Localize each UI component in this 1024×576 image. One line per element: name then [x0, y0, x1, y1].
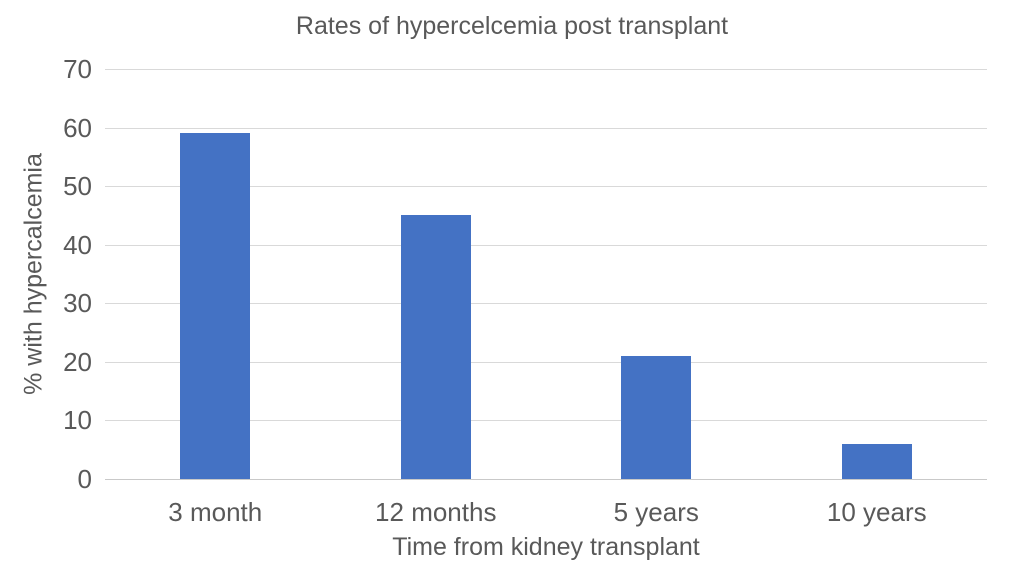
y-tick-label-40: 40: [63, 229, 92, 260]
gridline-y-50: [105, 186, 987, 188]
y-tick-label-70: 70: [63, 54, 92, 84]
x-tick-label-3-month: 3 month: [168, 497, 263, 527]
x-tick-label-10-years: 10 years: [826, 497, 927, 527]
gridline-y-0: [105, 479, 987, 480]
chart-title: Rates of hypercelcemia post transplant: [295, 12, 729, 40]
gridline-y-30: [105, 303, 987, 305]
bar-10-years: [841, 443, 912, 479]
x-tick-label-5-years: 5 years: [613, 497, 699, 527]
y-tick-label-0: 0: [77, 464, 92, 494]
y-tick-label-60: 60: [63, 112, 92, 143]
bar-5-years: [621, 356, 692, 479]
gridline-y-40: [105, 244, 987, 246]
gridline-y-70: [105, 69, 987, 70]
plot-area: [105, 69, 987, 480]
gridline-y-10: [105, 420, 987, 422]
gridline-y-20: [105, 361, 987, 363]
x-axis-title: Time from kidney transplant: [392, 533, 700, 561]
y-tick-label-10: 10: [63, 405, 92, 436]
y-tick-label-30: 30: [63, 288, 92, 319]
y-tick-label-50: 50: [63, 171, 92, 202]
gridline-y-60: [105, 127, 987, 129]
bar-12-months: [400, 215, 471, 479]
y-tick-label-20: 20: [63, 346, 92, 377]
bar-3-month: [180, 133, 251, 479]
x-tick-label-12-months: 12 months: [375, 497, 497, 527]
